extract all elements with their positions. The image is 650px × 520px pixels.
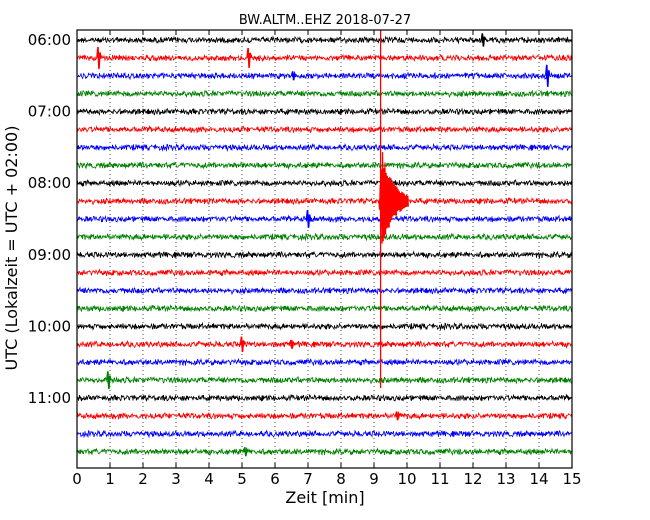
trace-09:00	[76, 250, 573, 260]
trace-09:45	[76, 303, 573, 313]
trace-08:00	[76, 178, 573, 188]
chart-title: BW.ALTM..EHZ 2018-07-27	[239, 13, 411, 28]
x-tick-label-11: 11	[430, 470, 449, 488]
trace-11:00	[76, 393, 573, 403]
trace-10:30	[76, 357, 573, 367]
spike-6	[239, 336, 246, 353]
trace-11:45	[76, 447, 573, 457]
trace-08:30	[76, 214, 573, 224]
trace-09:30	[76, 286, 573, 296]
spike-4	[480, 33, 487, 47]
y-tick-label-11:00: 11:00	[28, 389, 71, 407]
x-tick-label-0: 0	[72, 470, 82, 488]
trace-10:00	[76, 321, 573, 331]
spike-1	[246, 47, 252, 68]
x-tick-label-3: 3	[171, 470, 181, 488]
x-axis-label: Zeit [min]	[285, 488, 364, 507]
spike-9	[394, 410, 401, 421]
trace-11:15	[76, 411, 573, 421]
y-axis-ticks: 06:00 07:00 08:00 09:00 10:00 11:00	[28, 31, 572, 407]
spike-0	[96, 46, 102, 69]
trace-10:15	[76, 339, 573, 349]
x-tick-label-12: 12	[463, 470, 482, 488]
x-tick-label-7: 7	[303, 470, 313, 488]
x-tick-label-14: 14	[529, 470, 548, 488]
y-tick-label-06:00: 06:00	[28, 31, 71, 49]
x-tick-label-10: 10	[397, 470, 416, 488]
trace-06:30	[76, 71, 573, 81]
x-tick-label-8: 8	[336, 470, 346, 488]
trace-06:00	[76, 35, 573, 45]
x-tick-label-6: 6	[270, 470, 280, 488]
plot-frame	[76, 29, 573, 469]
trace-07:00	[76, 107, 573, 117]
trace-06:15	[76, 53, 573, 63]
x-tick-label-15: 15	[562, 470, 581, 488]
x-tick-label-13: 13	[496, 470, 515, 488]
vertical-grid	[109, 30, 540, 468]
spike-8	[106, 371, 112, 389]
spike-7	[289, 339, 295, 349]
y-tick-label-08:00: 08:00	[28, 174, 71, 192]
y-tick-label-09:00: 09:00	[28, 246, 71, 264]
trace-07:15	[76, 124, 573, 134]
trace-10:45	[76, 375, 573, 385]
trace-07:45	[76, 160, 573, 170]
spike-5	[305, 210, 312, 228]
x-tick-label-1: 1	[105, 470, 115, 488]
trace-07:30	[76, 143, 573, 152]
trace-11:30	[76, 429, 573, 439]
earthquake-signal	[378, 152, 409, 244]
x-tick-label-5: 5	[237, 470, 247, 488]
seismic-traces	[76, 33, 573, 457]
y-tick-label-10:00: 10:00	[28, 317, 71, 335]
trace-09:15	[76, 268, 573, 278]
x-axis-ticks: 0 1 2 3 4 5 6 7 8 9 10 11 12 13 14 15	[72, 30, 582, 488]
trace-06:45	[76, 89, 573, 99]
y-axis-label: UTC (Lokalzeit = UTC + 02:00)	[2, 126, 21, 371]
y-tick-label-07:00: 07:00	[28, 103, 71, 121]
spike-3	[544, 64, 551, 87]
spike-10	[243, 446, 249, 457]
x-tick-label-9: 9	[369, 470, 379, 488]
trace-08:45	[76, 232, 573, 242]
spike-2	[290, 70, 297, 81]
trace-08:15	[76, 196, 573, 206]
x-tick-label-2: 2	[138, 470, 148, 488]
x-tick-label-4: 4	[204, 470, 214, 488]
